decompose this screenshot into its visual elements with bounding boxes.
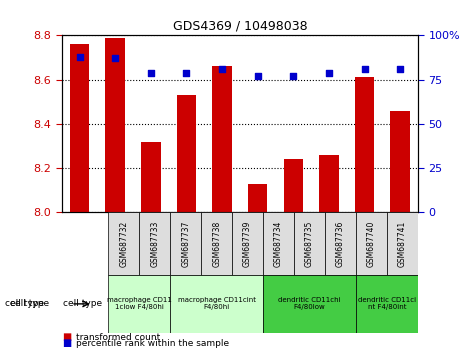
- Point: [396, 66, 404, 72]
- Bar: [325, 212, 356, 275]
- Point: [76, 54, 84, 59]
- Bar: [248, 184, 267, 212]
- Bar: [105, 38, 125, 212]
- Bar: [108, 275, 170, 333]
- Text: GSM687741: GSM687741: [398, 221, 407, 267]
- Bar: [284, 159, 303, 212]
- Bar: [232, 212, 263, 275]
- Bar: [70, 44, 89, 212]
- Text: GSM687739: GSM687739: [243, 221, 252, 267]
- Bar: [212, 67, 232, 212]
- Text: GSM687737: GSM687737: [181, 221, 190, 267]
- Title: GDS4369 / 10498038: GDS4369 / 10498038: [172, 20, 307, 33]
- Text: GSM687735: GSM687735: [305, 221, 314, 267]
- Bar: [294, 212, 325, 275]
- Text: ■: ■: [62, 332, 71, 342]
- Bar: [390, 110, 410, 212]
- Text: cell type: cell type: [10, 299, 48, 308]
- Text: GSM687740: GSM687740: [367, 221, 376, 267]
- Point: [254, 73, 261, 79]
- Bar: [263, 212, 294, 275]
- Bar: [263, 275, 356, 333]
- Point: [361, 66, 369, 72]
- Bar: [387, 212, 418, 275]
- Text: macrophage CD11
1clow F4/80hi: macrophage CD11 1clow F4/80hi: [107, 297, 171, 310]
- Bar: [356, 275, 418, 333]
- Point: [325, 70, 332, 75]
- Bar: [201, 212, 232, 275]
- Text: GSM687733: GSM687733: [150, 221, 159, 267]
- Text: GSM687734: GSM687734: [274, 221, 283, 267]
- Text: cell type: cell type: [63, 299, 103, 308]
- Text: cell type: cell type: [5, 299, 44, 308]
- Point: [218, 66, 226, 72]
- Text: ■: ■: [62, 338, 71, 348]
- Point: [182, 70, 190, 75]
- Bar: [319, 155, 339, 212]
- Text: GSM687738: GSM687738: [212, 221, 221, 267]
- Point: [111, 56, 119, 61]
- Text: dendritic CD11ci
nt F4/80int: dendritic CD11ci nt F4/80int: [358, 297, 416, 310]
- Bar: [356, 212, 387, 275]
- Bar: [170, 275, 263, 333]
- Bar: [108, 212, 139, 275]
- Text: GSM687732: GSM687732: [119, 221, 128, 267]
- Bar: [170, 212, 201, 275]
- Point: [289, 73, 297, 79]
- Bar: [141, 142, 161, 212]
- Bar: [177, 95, 196, 212]
- Bar: [355, 78, 374, 212]
- Bar: [139, 212, 170, 275]
- Text: dendritic CD11chi
F4/80low: dendritic CD11chi F4/80low: [278, 297, 341, 310]
- Text: GSM687736: GSM687736: [336, 221, 345, 267]
- Text: transformed count: transformed count: [76, 333, 160, 342]
- Text: macrophage CD11cint
F4/80hi: macrophage CD11cint F4/80hi: [178, 297, 256, 310]
- Point: [147, 70, 155, 75]
- Text: percentile rank within the sample: percentile rank within the sample: [76, 339, 229, 348]
